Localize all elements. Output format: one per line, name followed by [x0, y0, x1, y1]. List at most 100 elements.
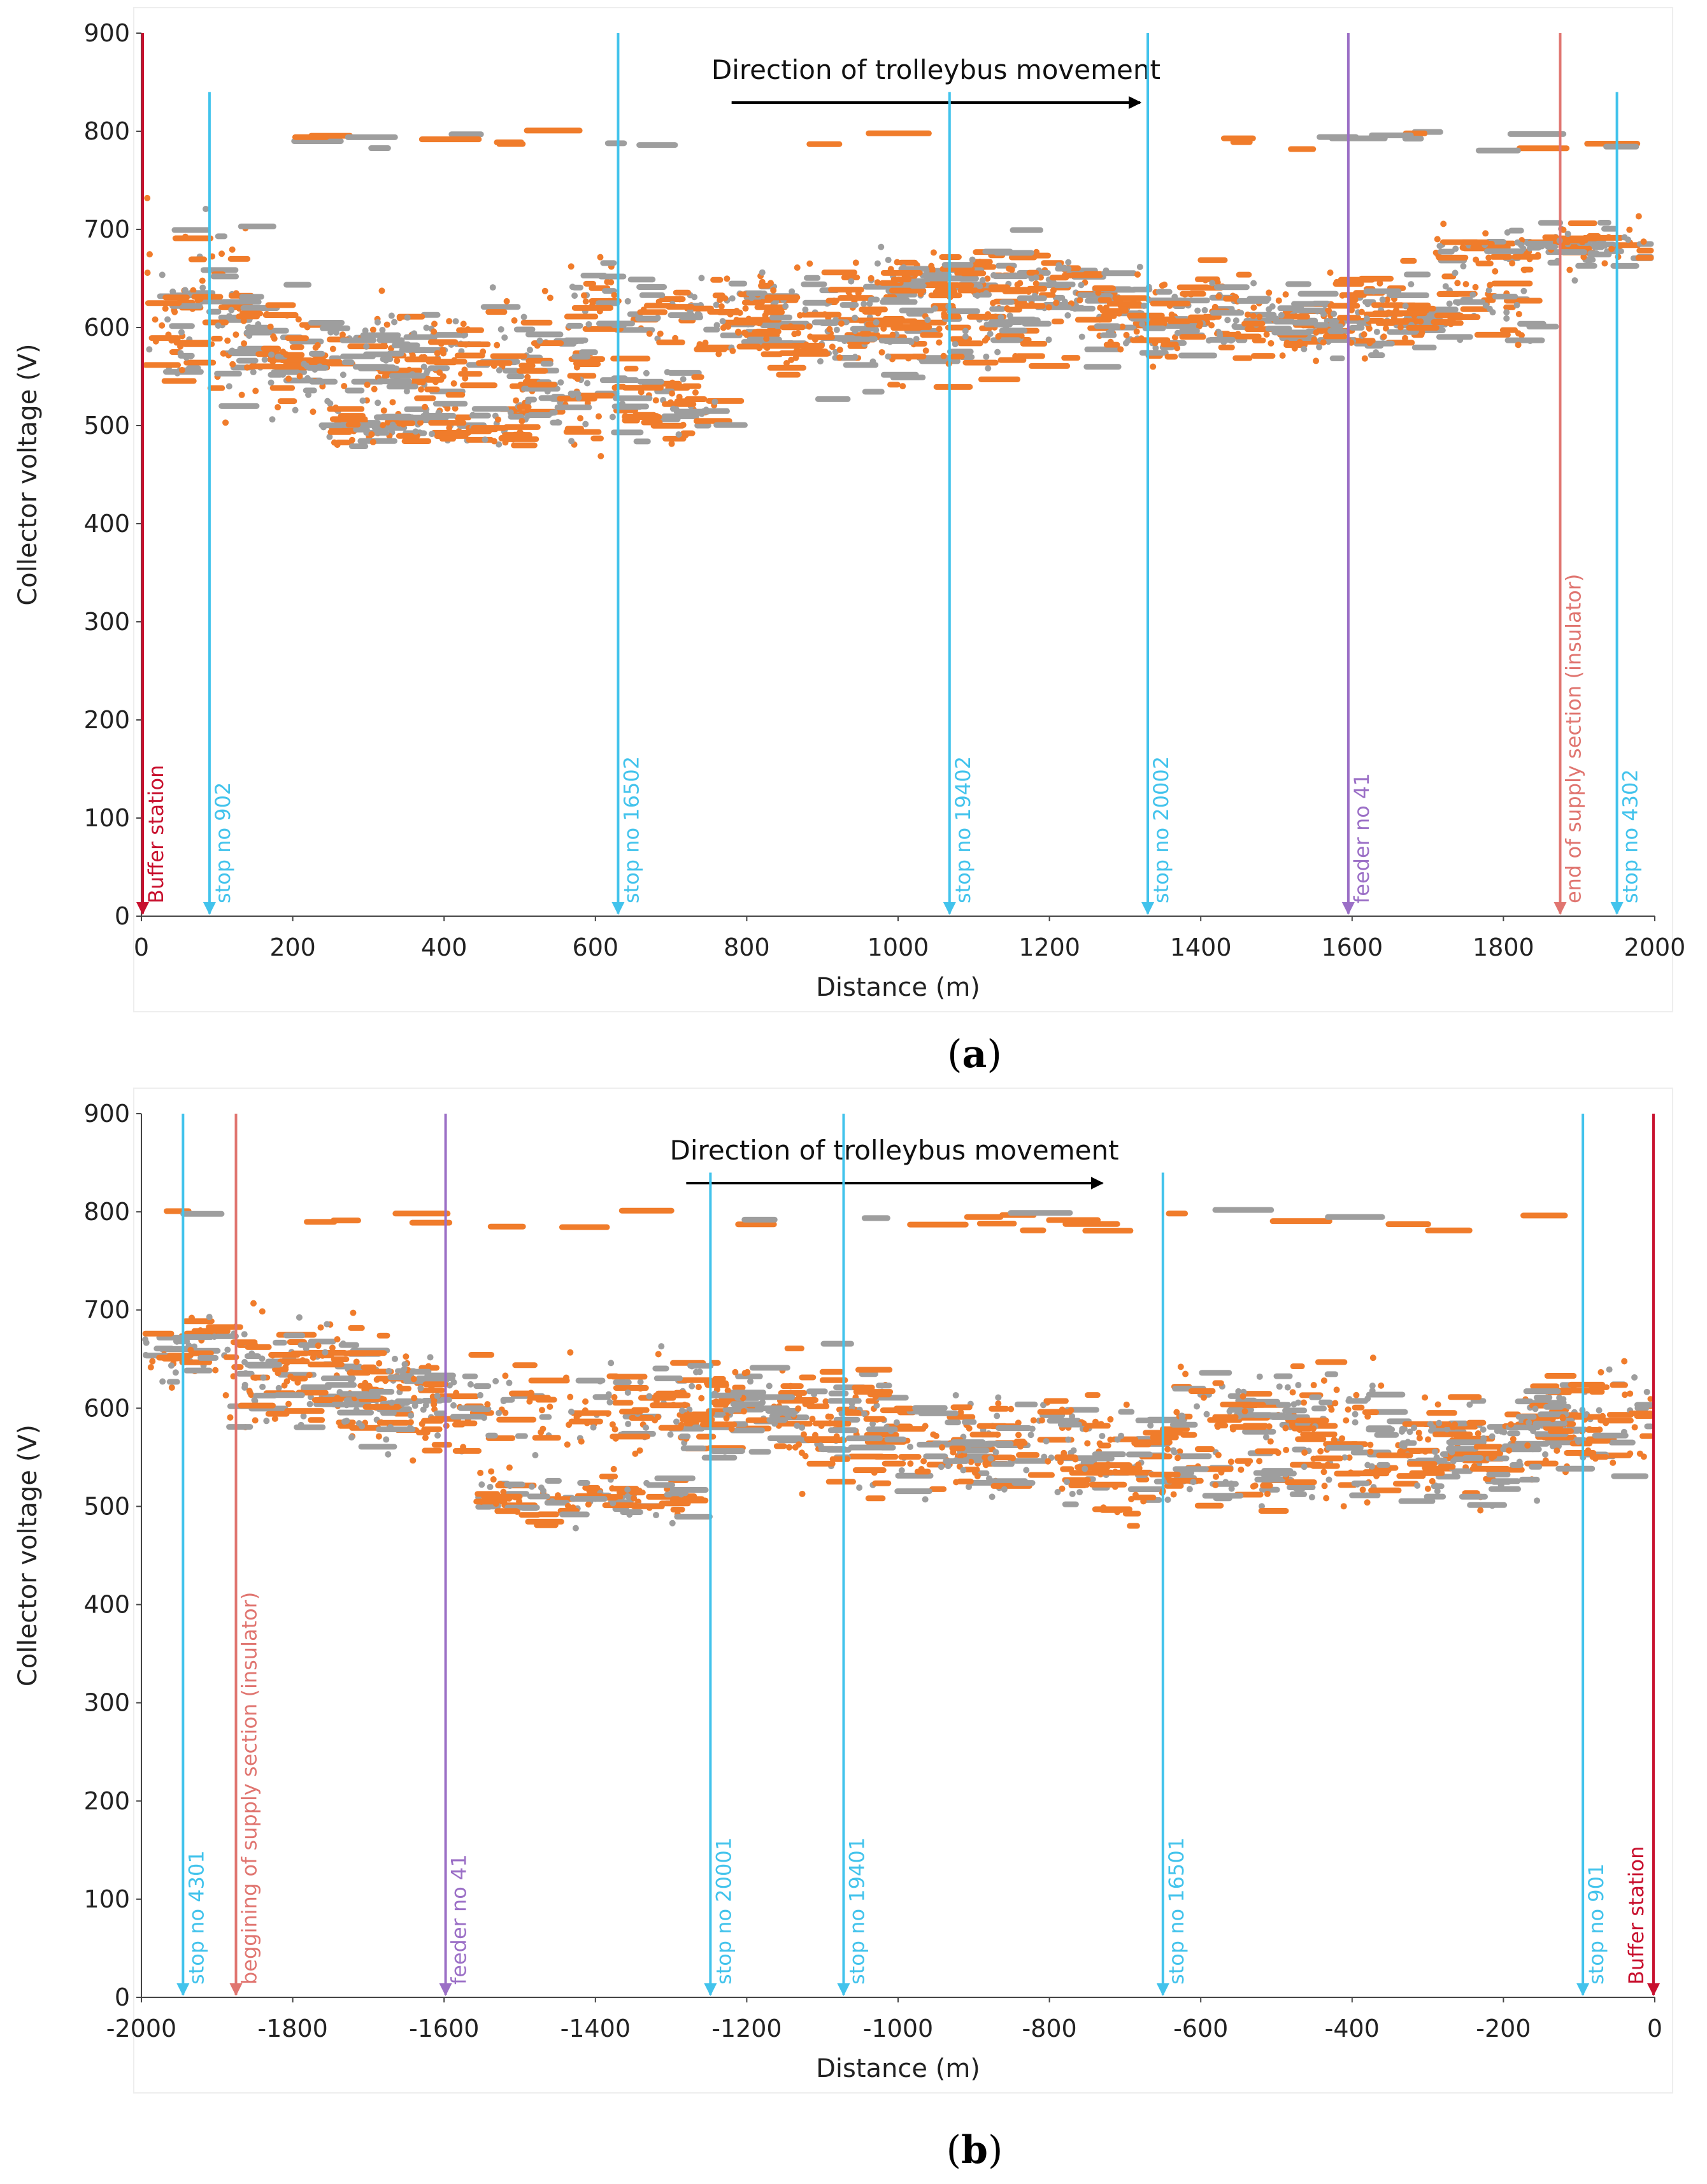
data-point — [995, 1394, 1002, 1401]
data-point — [171, 308, 178, 315]
x-tick-label: -800 — [1022, 2015, 1076, 2043]
data-point — [341, 383, 348, 390]
x-tick-label: 1800 — [1473, 933, 1534, 961]
data-point — [711, 398, 718, 405]
data-point — [1068, 1407, 1075, 1414]
data-point — [1097, 1421, 1104, 1428]
data-point — [1403, 317, 1410, 324]
data-point — [873, 326, 880, 333]
data-point — [259, 1308, 266, 1315]
marker-label-insulator: beggining of supply section (insulator) — [238, 1592, 262, 1985]
data-point — [1119, 323, 1126, 330]
data-point — [1434, 236, 1441, 243]
data-point — [968, 1458, 975, 1465]
data-point — [657, 330, 664, 337]
chart-title: Direction of trolleybus movement — [711, 54, 1161, 85]
data-point — [162, 305, 169, 312]
data-point — [1275, 297, 1282, 304]
data-point — [718, 303, 725, 310]
data-point — [300, 1412, 307, 1419]
data-point — [976, 283, 983, 290]
data-point — [1161, 320, 1168, 327]
data-point — [713, 322, 720, 329]
data-point — [513, 1508, 520, 1515]
data-point — [452, 318, 459, 325]
caption-paren-open: ( — [947, 1032, 962, 1077]
data-point — [1009, 1455, 1016, 1462]
data-point — [1313, 329, 1320, 336]
data-point — [957, 1453, 964, 1460]
data-point — [1610, 1459, 1617, 1466]
data-point — [611, 1394, 618, 1401]
data-point — [766, 1383, 773, 1390]
data-point — [585, 1501, 592, 1508]
data-point — [582, 1398, 589, 1405]
data-point — [1275, 1449, 1282, 1456]
data-point — [389, 399, 396, 406]
data-point — [549, 409, 556, 416]
data-point — [339, 331, 346, 338]
data-point — [1376, 280, 1383, 287]
data-point — [212, 1367, 219, 1374]
data-point — [1580, 254, 1587, 261]
data-point — [422, 1402, 429, 1409]
data-point — [885, 256, 892, 263]
data-point — [855, 290, 862, 297]
data-point — [1050, 287, 1057, 294]
data-point — [178, 329, 185, 336]
data-point — [1045, 1458, 1052, 1465]
data-point — [1454, 280, 1461, 287]
data-point — [317, 363, 324, 370]
data-point — [1432, 249, 1439, 256]
data-point — [562, 1374, 569, 1381]
data-point — [789, 288, 796, 295]
data-point — [985, 311, 992, 318]
data-point — [1202, 277, 1209, 284]
data-point — [1224, 317, 1231, 324]
data-point — [502, 1372, 509, 1379]
data-point — [1123, 1401, 1130, 1408]
data-point — [318, 1396, 325, 1403]
data-point — [1147, 1422, 1154, 1429]
data-point — [363, 343, 370, 350]
data-point — [460, 1444, 467, 1451]
data-point — [759, 269, 766, 276]
data-point — [922, 1496, 929, 1503]
y-tick-label: 800 — [83, 117, 130, 145]
data-point — [1373, 328, 1380, 335]
data-point — [484, 1401, 491, 1408]
data-point — [1530, 1428, 1537, 1435]
data-point — [417, 419, 424, 426]
data-point — [872, 1393, 879, 1400]
data-point — [461, 366, 468, 373]
data-point — [376, 1360, 383, 1367]
data-point — [541, 287, 548, 294]
data-point — [1364, 301, 1371, 308]
data-point — [314, 341, 321, 348]
data-point — [1346, 1454, 1353, 1461]
data-point — [406, 366, 413, 373]
data-point — [159, 271, 166, 278]
data-point — [1542, 1451, 1549, 1458]
data-point — [518, 417, 525, 424]
data-point — [1099, 1432, 1106, 1439]
data-point — [1176, 1448, 1183, 1455]
y-tick-label: 100 — [83, 1885, 130, 1913]
data-point — [836, 347, 843, 354]
caption-letter: b — [961, 2128, 988, 2173]
data-point — [418, 1420, 425, 1427]
data-point — [1436, 1419, 1443, 1426]
data-point — [318, 378, 325, 385]
data-point — [1006, 265, 1013, 272]
data-point — [1012, 352, 1019, 359]
data-point — [222, 419, 229, 426]
x-tick-label: 1600 — [1321, 933, 1383, 961]
data-point — [380, 422, 387, 429]
data-point — [880, 325, 887, 332]
data-point — [528, 1483, 535, 1490]
data-point — [1283, 340, 1290, 347]
data-point — [997, 314, 1004, 321]
y-tick-label: 700 — [83, 215, 130, 243]
data-point — [1301, 1463, 1308, 1470]
data-point — [1382, 325, 1389, 332]
